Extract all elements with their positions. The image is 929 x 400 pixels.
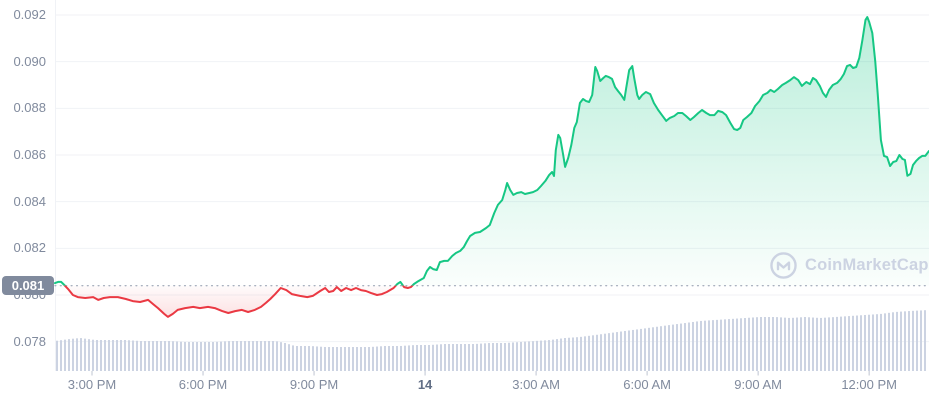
y-axis-label: 0.086	[13, 147, 46, 162]
x-axis-label: 3:00 PM	[67, 377, 117, 392]
price-line-up	[54, 16, 929, 286]
y-axis-label: 0.082	[13, 240, 46, 256]
y-axis-label: 0.088	[13, 100, 46, 116]
x-tick-marks	[91, 371, 870, 376]
prev-close-badge: 0.081	[2, 276, 54, 296]
y-axis-label: 0.090	[13, 53, 46, 69]
x-axis-label: 3:00 AM	[512, 377, 560, 392]
price-area-down	[55, 285, 929, 317]
x-axis-label: 14	[417, 377, 433, 392]
x-axis-label: 9:00 PM	[289, 377, 339, 392]
price-line-down	[63, 285, 414, 318]
y-axis-label: 0.092	[13, 7, 46, 22]
x-axis-label: 6:00 AM	[623, 377, 671, 392]
volume-bars	[56, 310, 926, 371]
x-axis-label: 12:00 PM	[841, 377, 897, 392]
coinmarketcap-logo-icon	[770, 252, 797, 279]
watermark-text: CoinMarketCap	[805, 256, 929, 274]
y-axis-label: 0.078	[13, 333, 46, 349]
x-axis-label: 9:00 AM	[734, 377, 782, 392]
price-area-up	[55, 17, 929, 286]
x-axis-label: 6:00 PM	[178, 377, 228, 392]
watermark: CoinMarketCap	[770, 252, 929, 279]
y-axis-label: 0.084	[13, 193, 46, 209]
